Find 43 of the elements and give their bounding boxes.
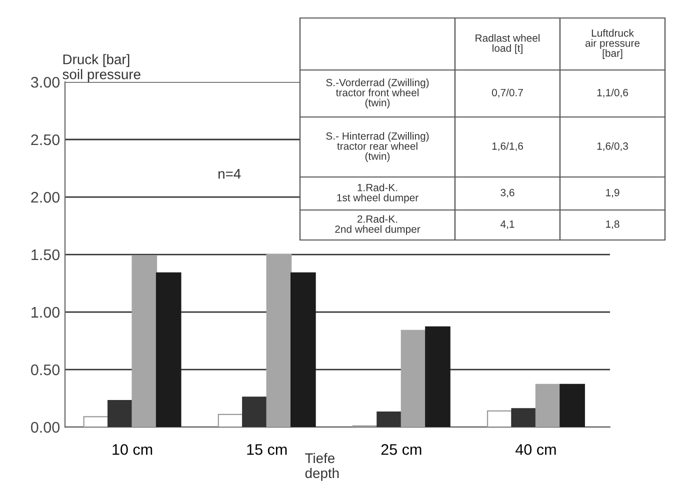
y-tick-label: 1.00 bbox=[32, 306, 60, 318]
annotation: 1,6/1,6 bbox=[492, 142, 523, 152]
x-tick-label: 15 cm bbox=[247, 444, 287, 455]
bar bbox=[400, 330, 426, 428]
annotation: 4,1 bbox=[500, 220, 514, 230]
annotation: 1.Rad-K. 1st wheel dumper bbox=[337, 184, 418, 204]
bar bbox=[156, 272, 182, 428]
y-axis-title: Druck [bar] soil pressure bbox=[62, 54, 140, 82]
annotation: 1,1/0,6 bbox=[597, 88, 628, 98]
x-axis-title: Tiefe depth bbox=[305, 452, 339, 481]
annotation: S.- Hinterrad (Zwilling) tractor rear wheel (twin) bbox=[326, 132, 429, 162]
annotation: 0,7/0.7 bbox=[492, 88, 523, 98]
bar bbox=[218, 414, 244, 428]
y-tick-label: 0.50 bbox=[30, 364, 60, 376]
bar bbox=[535, 384, 561, 428]
text: Radlast wheel load [t] bbox=[476, 34, 540, 54]
x-tick-label: 40 cm bbox=[516, 444, 556, 455]
annotation: n=4 bbox=[218, 169, 241, 179]
bar bbox=[266, 254, 292, 428]
bar bbox=[376, 412, 402, 428]
y-tick-label: 2.00 bbox=[31, 192, 60, 203]
bar bbox=[132, 255, 158, 428]
y-tick-label: 2.50 bbox=[31, 134, 60, 146]
bar bbox=[83, 416, 109, 428]
annotation: S.-Vorderrad (Zwilling) tractor front wheel (twin) bbox=[326, 78, 429, 108]
x-tick-label: 10 cm bbox=[112, 444, 152, 455]
annotation: 1,8 bbox=[606, 220, 620, 230]
annotation: 3,6 bbox=[500, 188, 514, 198]
annotation: 1,6/0,3 bbox=[597, 142, 628, 152]
bar bbox=[486, 410, 512, 428]
bar bbox=[425, 326, 450, 428]
bar bbox=[108, 400, 133, 428]
bar bbox=[511, 408, 537, 428]
bar bbox=[560, 384, 585, 428]
annotation: 2.Rad-K. 2nd wheel dumper bbox=[335, 215, 420, 235]
x-tick-label: 25 cm bbox=[381, 444, 422, 455]
y-tick-label: 1.50 bbox=[32, 249, 60, 260]
annotation: 1,9 bbox=[606, 188, 620, 198]
y-tick-label: 3.00 bbox=[30, 76, 60, 88]
text: Luftdruck air pressure [bar] bbox=[585, 29, 640, 59]
bar bbox=[290, 272, 316, 428]
bar bbox=[242, 396, 268, 428]
y-tick-label: 0.00 bbox=[30, 422, 60, 433]
